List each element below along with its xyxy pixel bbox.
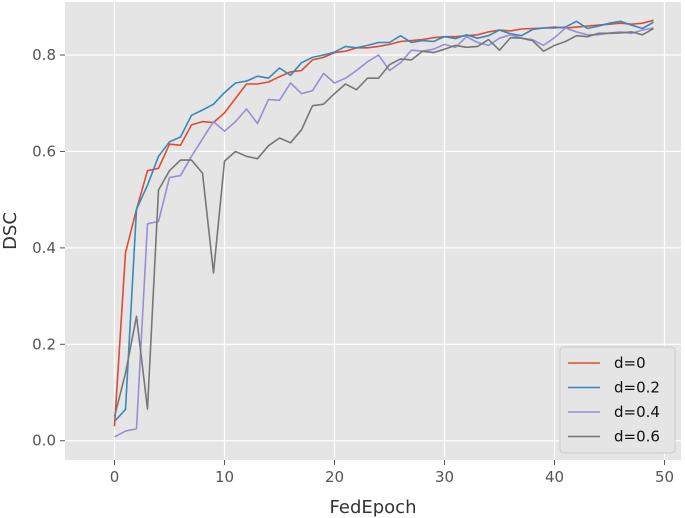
y-tick-label: 0.2: [32, 335, 56, 353]
series-line-d=0.4: [114, 27, 654, 438]
legend-box: [559, 346, 676, 454]
y-axis-ticks: 0.0 0.2 0.4 0.6 0.8: [32, 46, 65, 450]
x-tick-label: 20: [325, 468, 344, 486]
legend-label: d=0.2: [614, 379, 660, 397]
legend-label: d=0: [614, 354, 646, 372]
legend-label: d=0.6: [614, 428, 660, 446]
x-tick-label: 40: [545, 468, 564, 486]
legend: d=0 d=0.2 d=0.4 d=0.6: [559, 346, 676, 454]
y-tick-label: 0.4: [32, 239, 56, 257]
series-lines: [113, 19, 654, 438]
x-tick-label: 10: [215, 468, 234, 486]
x-tick-label: 0: [110, 468, 120, 486]
x-tick-label: 50: [655, 468, 674, 486]
series-line-d=0.6: [113, 27, 654, 417]
y-tick-label: 0.8: [32, 46, 56, 64]
y-tick-label: 0.6: [32, 142, 56, 160]
x-axis-label: FedEpoch: [330, 497, 417, 518]
legend-label: d=0.4: [614, 403, 660, 421]
x-axis-ticks: 0 10 20 30 40 50: [110, 460, 674, 486]
x-tick-label: 30: [435, 468, 454, 486]
y-tick-label: 0.0: [32, 432, 56, 450]
y-axis-label: DSC: [0, 212, 21, 250]
grid: [65, 2, 681, 460]
series-line-d=0.2: [113, 20, 654, 422]
